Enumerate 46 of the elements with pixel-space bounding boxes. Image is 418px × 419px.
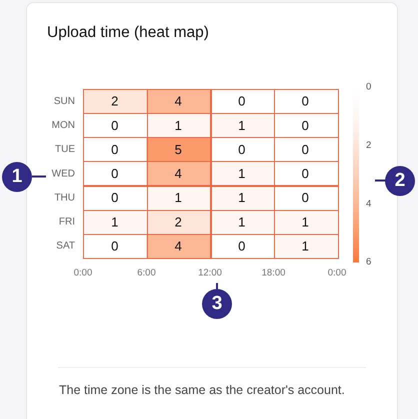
data-label: 1 [174,190,182,206]
y-tick-label: SUN [54,96,75,107]
data-label: 0 [302,94,309,109]
data-label: 0 [238,238,246,254]
y-tick-label: TUE [55,144,76,156]
data-label: 2 [174,214,182,230]
y-tick-label: WED [52,168,75,180]
data-label: 4 [174,238,182,254]
data-label: 1 [238,118,246,133]
y-tick-label: MON [52,120,75,131]
color-bar-label: 0 [366,82,372,93]
data-label: 0 [111,142,118,157]
data-label: 1 [238,166,246,182]
data-label: 1 [302,214,309,230]
x-tick-label: 0:00 [74,267,92,278]
color-bar-label: 4 [366,198,372,210]
text: The time zone is the same as the creator's account. [59,383,345,397]
y-tick-label: FRI [58,216,75,228]
data-label: 1 [174,118,182,133]
data-label: 4 [174,166,182,182]
data-label: 1 [111,214,118,230]
data-label: 0 [238,94,246,109]
data-label: 0 [302,118,309,133]
data-label: 0 [111,118,118,133]
color-bar-label: 2 [366,140,372,151]
data-label: 0 [111,166,118,182]
data-label: 0 [238,142,246,157]
data-label: 0 [302,190,309,206]
data-label: 0 [111,238,118,254]
y-tick-label: THU [54,192,75,204]
data-label: 4 [174,94,182,109]
data-label: 1 [238,214,246,230]
data-label: 5 [174,142,182,157]
data-label: 0 [111,190,118,206]
data-label: 2 [111,94,118,109]
x-tick-label: 0:00 [328,267,346,278]
data-label: 1 [302,238,309,254]
x-tick-label: 12:00 [198,267,222,278]
chart-title: Upload time (heat map) [47,24,209,42]
color-bar-label: 6 [366,256,372,268]
data-label: 0 [302,166,309,182]
x-tick-label: 6:00 [137,267,156,278]
y-tick-label: SAT [56,240,75,252]
x-tick-label: 18:00 [262,267,286,278]
data-label: 0 [302,142,309,157]
data-label: 1 [238,190,246,206]
